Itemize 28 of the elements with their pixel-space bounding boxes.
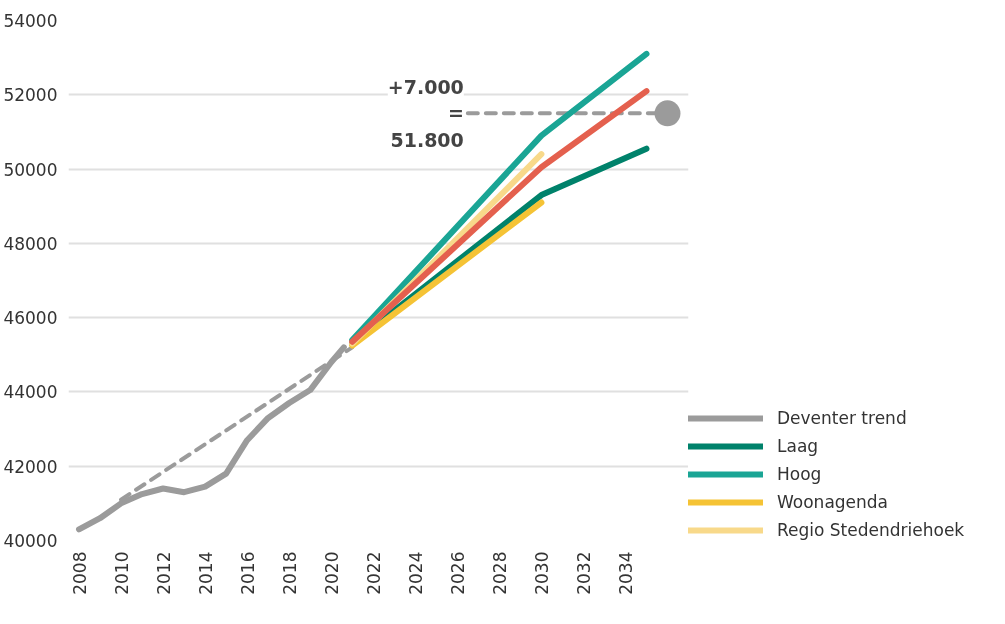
y-tick-label: 42000	[3, 456, 58, 477]
legend-label: Hoog	[777, 464, 822, 484]
y-tick-label: 46000	[3, 308, 58, 329]
x-tick-label: 2008	[69, 551, 90, 595]
x-tick-label: 2016	[237, 551, 258, 595]
y-tick-label: 50000	[3, 159, 58, 180]
x-tick-label: 2026	[447, 551, 468, 595]
x-tick-label: 2032	[573, 551, 594, 595]
x-tick-label: 2030	[531, 551, 552, 595]
y-tick-label: 44000	[3, 382, 58, 403]
x-tick-label: 2012	[153, 551, 174, 595]
x-tick-label: 2014	[195, 551, 216, 595]
legend-label: Deventer trend	[777, 408, 907, 428]
x-tick-label: 2022	[363, 551, 384, 595]
x-tick-label: 2024	[405, 551, 426, 595]
x-tick-label: 2028	[489, 551, 510, 595]
y-tick-label: 40000	[3, 531, 58, 551]
annotation: +7.000 = 51.800	[387, 75, 464, 151]
legend-label: Laag	[777, 436, 819, 456]
x-tick-label: 2034	[615, 551, 636, 595]
legend-label: Regio Stedendriehoek	[777, 520, 965, 540]
x-tick-label: 2010	[111, 551, 132, 595]
y-tick-label: 48000	[3, 233, 58, 254]
x-tick-label: 2018	[279, 551, 300, 595]
y-tick-label: 54000	[3, 11, 58, 31]
y-tick-label: 52000	[3, 85, 58, 106]
x-tick-label: 2020	[321, 551, 342, 595]
legend-label: Woonagenda	[777, 492, 889, 512]
